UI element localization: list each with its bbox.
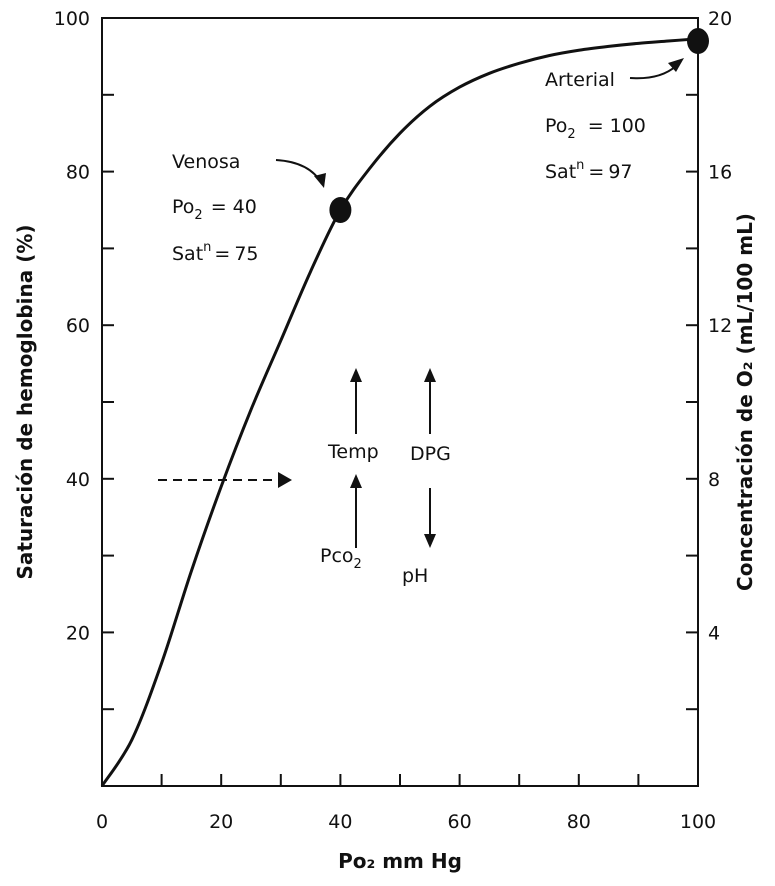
dissociation-curve bbox=[100, 37, 699, 787]
y-tick-label: 20 bbox=[66, 622, 90, 644]
dpg-label: DPG bbox=[410, 443, 451, 465]
arterial-sat: Satn = 97 bbox=[545, 158, 633, 183]
ph-down-arrowhead bbox=[424, 534, 436, 548]
x-tick-label: 20 bbox=[209, 811, 233, 833]
y-ticks: 20 40 60 80 100 bbox=[54, 8, 114, 711]
y-tick-label: 100 bbox=[54, 8, 90, 30]
y2-tick-label: 16 bbox=[708, 162, 732, 184]
x-axis-title: Po₂ mm Hg bbox=[338, 849, 462, 873]
arterial-po2: Po2 = 100 bbox=[545, 115, 646, 142]
y2-ticks: 4 8 12 16 20 bbox=[686, 8, 732, 711]
venous-sat: Satn = 75 bbox=[172, 240, 259, 265]
temp-up-arrowhead bbox=[350, 368, 362, 382]
y-tick-label: 40 bbox=[66, 469, 90, 491]
pco2-up-arrowhead bbox=[350, 474, 362, 488]
venous-annotation: Venosa Po2 = 40 Satn = 75 bbox=[172, 151, 326, 265]
x-ticks: 0 20 40 60 80 100 bbox=[96, 774, 716, 833]
venous-point bbox=[329, 197, 352, 223]
venous-arrow bbox=[275, 159, 323, 185]
y2-tick-label: 4 bbox=[708, 622, 720, 644]
x-tick-label: 100 bbox=[680, 811, 716, 833]
ph-label: pH bbox=[402, 565, 428, 587]
y-tick-label: 80 bbox=[66, 162, 90, 184]
venous-po2: Po2 = 40 bbox=[172, 196, 257, 223]
venous-arrowhead bbox=[314, 173, 326, 188]
dpg-up-arrowhead bbox=[424, 368, 436, 382]
x-tick-label: 0 bbox=[96, 811, 108, 833]
x-tick-label: 40 bbox=[328, 811, 352, 833]
arterial-arrowhead bbox=[668, 58, 684, 72]
y-tick-label: 60 bbox=[66, 315, 90, 337]
x-tick-label: 80 bbox=[567, 811, 591, 833]
arterial-arrow bbox=[629, 65, 677, 80]
y2-tick-label: 12 bbox=[708, 315, 732, 337]
temp-label: Temp bbox=[327, 441, 379, 463]
venous-label: Venosa bbox=[172, 151, 240, 173]
y-axis-title: Saturación de hemoglobina (%) bbox=[13, 224, 37, 579]
shift-arrowhead bbox=[278, 472, 292, 488]
y2-axis-title: Concentración de O₂ (mL/100 mL) bbox=[733, 213, 757, 591]
arterial-point bbox=[687, 28, 709, 55]
shift-factors: Temp Pco2 DPG pH bbox=[158, 368, 451, 587]
x-tick-label: 60 bbox=[448, 811, 472, 833]
pco2-label: Pco2 bbox=[320, 545, 362, 572]
arterial-label: Arterial bbox=[545, 69, 615, 91]
y2-tick-label: 8 bbox=[708, 469, 720, 491]
arterial-annotation: Arterial Po2 = 100 Satn = 97 bbox=[545, 58, 684, 183]
y2-tick-label: 20 bbox=[708, 8, 732, 30]
